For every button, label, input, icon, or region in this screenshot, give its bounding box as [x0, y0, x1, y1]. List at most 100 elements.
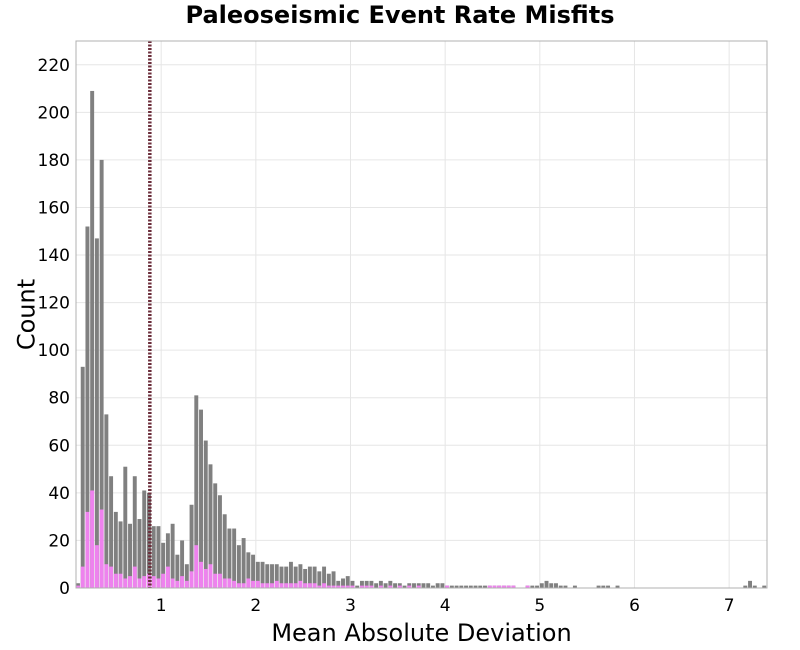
bar-subset — [232, 580, 237, 588]
bar-total — [175, 554, 180, 588]
bar-total — [440, 583, 445, 588]
y-tick-label: 120 — [38, 294, 70, 314]
bar-total — [288, 561, 293, 588]
plot-frame — [75, 40, 768, 589]
bar-subset — [416, 585, 421, 588]
bar-total — [430, 585, 435, 588]
bar-subset — [151, 576, 156, 588]
bar-subset — [525, 585, 530, 588]
y-axis-title: Count — [12, 279, 40, 350]
y-tick-label: 180 — [38, 151, 70, 171]
bar-subset — [156, 578, 161, 588]
bar-subset — [203, 568, 208, 588]
bar-total — [279, 566, 284, 588]
bar-total — [563, 585, 568, 588]
bar-subset — [364, 585, 369, 588]
bar-total — [402, 585, 407, 588]
bar-subset — [388, 585, 393, 588]
bar-total — [530, 585, 535, 588]
bar-subset — [511, 585, 516, 588]
bar-subset — [199, 561, 203, 588]
bar-total — [142, 490, 147, 588]
bar-total — [473, 585, 478, 588]
bar-subset — [118, 573, 123, 588]
bar-total — [345, 576, 350, 588]
bar-total — [601, 585, 606, 588]
bar-subset — [132, 566, 137, 588]
bar-subset — [251, 580, 256, 588]
bar-subset — [208, 564, 213, 588]
bar-total — [535, 585, 540, 588]
y-tick-label: 0 — [59, 579, 70, 599]
bar-total — [449, 585, 454, 588]
bar-total — [359, 580, 364, 588]
bar-subset — [265, 583, 270, 588]
bar-subset — [331, 585, 336, 588]
bar-total — [369, 580, 374, 588]
bar-subset — [307, 583, 312, 588]
bar-subset — [378, 585, 383, 588]
y-tick-label: 40 — [48, 484, 70, 504]
bar-total — [298, 564, 303, 588]
bar-total — [208, 464, 213, 588]
x-tick-label: 4 — [440, 596, 451, 616]
bar-subset — [222, 578, 227, 588]
bar-total — [85, 226, 90, 589]
bar-total — [236, 545, 241, 588]
bar-subset — [312, 583, 317, 588]
y-tick-label: 60 — [48, 436, 70, 456]
bar-total — [170, 523, 175, 588]
y-tick-label: 140 — [38, 246, 70, 266]
bar-subset — [113, 573, 118, 588]
bar-total — [217, 495, 222, 588]
bar-total — [194, 395, 199, 588]
x-tick-label: 2 — [250, 596, 261, 616]
bar-subset — [497, 585, 502, 588]
bar-total — [265, 564, 270, 588]
x-tick-label: 3 — [345, 596, 356, 616]
bar-total — [246, 552, 251, 588]
bar-total — [109, 476, 114, 588]
bar-subset — [123, 578, 128, 588]
bar-total — [317, 571, 322, 588]
bar-total — [137, 519, 142, 588]
bar-total — [189, 504, 194, 588]
bar-subset — [397, 585, 402, 588]
bar-subset — [322, 583, 327, 588]
bar-total — [554, 583, 558, 588]
bar-total — [743, 585, 748, 588]
bar-total — [374, 583, 379, 588]
bar-subset — [359, 585, 364, 588]
bar-total — [284, 566, 289, 588]
bar-total — [331, 571, 336, 588]
bar-subset — [175, 580, 180, 588]
y-tick-label: 80 — [48, 389, 70, 409]
bar-total — [260, 561, 265, 588]
bar-subset — [94, 545, 99, 588]
chart-title: Paleoseismic Event Rate Misfits — [185, 1, 615, 29]
bar-subset — [184, 580, 189, 588]
bar-total — [156, 526, 161, 588]
bar-total — [251, 554, 256, 588]
bar-total — [232, 528, 237, 588]
bar-total — [572, 585, 577, 588]
bar-subset — [369, 585, 374, 588]
bar-subset — [109, 566, 114, 588]
bar-total — [213, 483, 218, 588]
bar-subset — [303, 583, 308, 588]
bar-total — [241, 538, 246, 588]
bar-total — [412, 583, 416, 588]
bar-total — [454, 585, 459, 588]
bar-subset — [165, 566, 170, 588]
y-tick-label: 160 — [38, 198, 70, 218]
bar-subset — [76, 585, 80, 588]
histogram-bars — [76, 90, 767, 589]
bar-total — [146, 492, 151, 588]
bar-total — [312, 566, 317, 588]
bar-subset — [104, 564, 109, 588]
bar-total — [421, 583, 426, 588]
bar-subset — [227, 578, 232, 588]
bar-total — [615, 585, 620, 588]
bar-subset — [217, 573, 222, 588]
bar-subset — [189, 571, 194, 588]
